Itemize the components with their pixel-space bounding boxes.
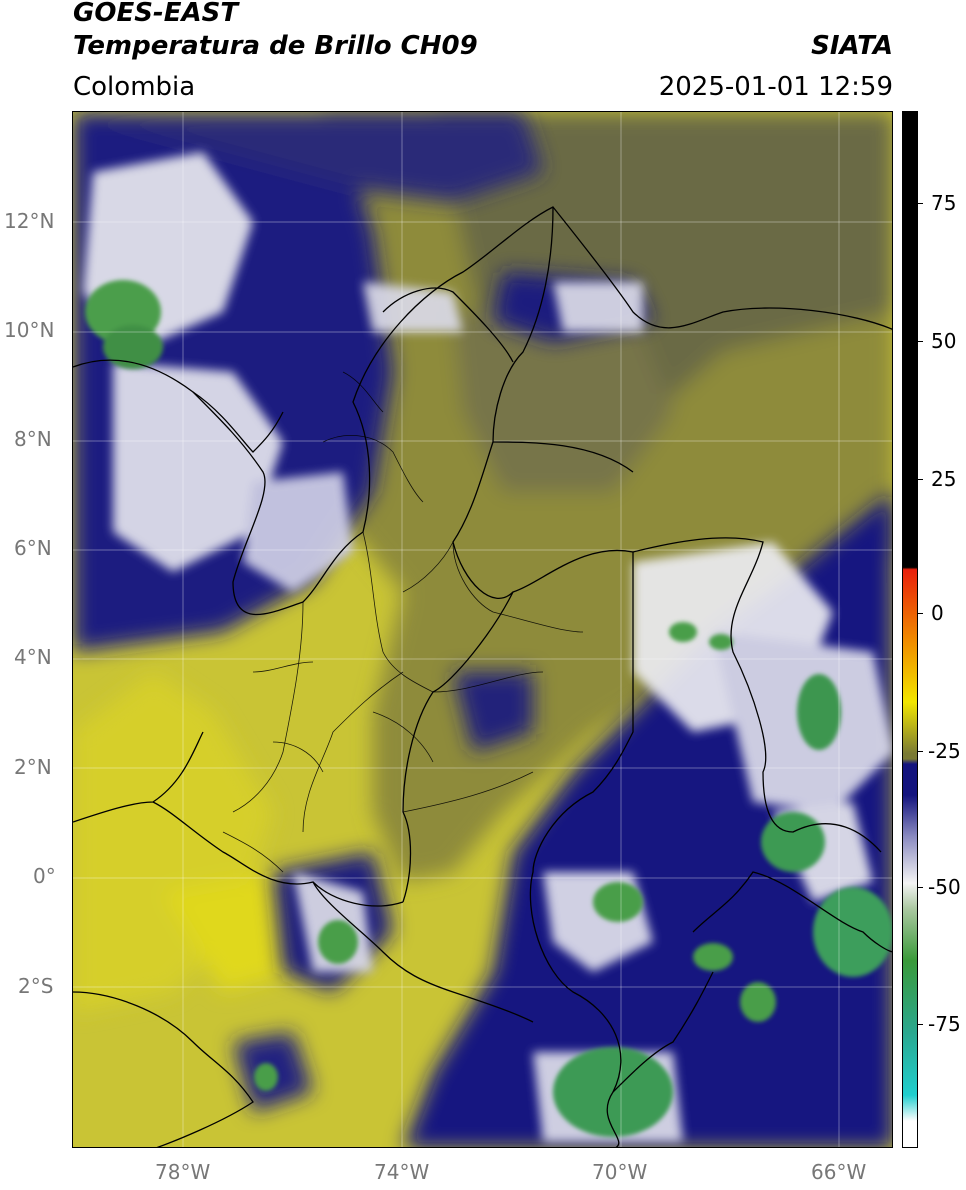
satellite-title: GOES-EAST [73, 0, 239, 28]
colorbar-tick-label: 25 [931, 467, 957, 491]
lat-label: 8°N [14, 427, 52, 451]
colorbar-tick-label: -75 [928, 1012, 961, 1036]
colorbar-tick-label: 75 [931, 191, 957, 215]
lon-label: 74°W [374, 1160, 430, 1184]
region-label: Colombia [73, 72, 196, 102]
colorbar-tick-label: -25 [928, 739, 961, 763]
colorbar-tick-label: -50 [928, 875, 961, 899]
colorbar-tick-label: 0 [931, 601, 944, 625]
lat-label: 12°N [4, 209, 55, 233]
lat-label: 2°S [18, 974, 54, 998]
datetime-label: 2025-01-01 12:59 [658, 72, 893, 102]
lon-label: 78°W [155, 1160, 211, 1184]
product-title: Temperatura de Brillo CH09 [73, 31, 478, 61]
colorbar-tick-label: 50 [931, 329, 957, 353]
lat-label: 10°N [4, 318, 55, 342]
graticule [73, 112, 892, 1147]
lon-label: 66°W [811, 1160, 867, 1184]
country-borders [73, 206, 892, 1147]
lat-label: 6°N [14, 536, 52, 560]
department-borders [222, 371, 584, 873]
lat-label: 4°N [14, 645, 52, 669]
lon-label: 70°W [592, 1160, 648, 1184]
lat-label: 2°N [14, 755, 52, 779]
agency-title: SIATA [811, 31, 893, 61]
map-image [73, 112, 892, 1147]
temperature-colorbar [902, 111, 918, 1148]
lat-label: 0° [33, 864, 56, 888]
satellite-map [72, 111, 893, 1148]
